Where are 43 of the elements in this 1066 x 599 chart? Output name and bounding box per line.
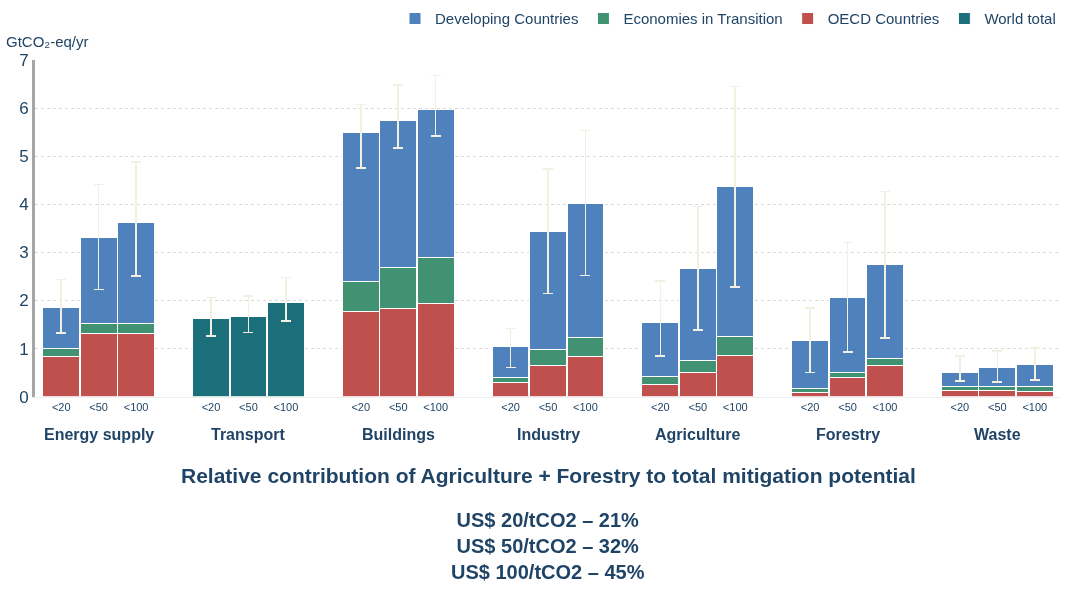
x-tick-label: <100 — [722, 400, 748, 413]
x-tick-label: <20 — [501, 400, 520, 413]
text: Forestry — [816, 426, 881, 443]
x-tick-label: <100 — [573, 400, 598, 413]
y-tick-label: 1 — [19, 339, 29, 359]
legend-label: Economies in Transition — [623, 10, 783, 28]
x-tick-label: <50 — [988, 400, 1007, 413]
x-tick-label: <50 — [89, 400, 108, 413]
y-tick-label: 7 — [19, 50, 29, 70]
y-tick-label: 3 — [19, 243, 29, 263]
text: Relative contribution of Agriculture + Forestry to total mitigation potential — [181, 464, 916, 487]
x-tick-label: <50 — [538, 400, 558, 413]
x-tick-label: <20 — [800, 400, 820, 413]
x-tick-label: <100 — [872, 400, 898, 413]
legend-label: OECD Countries — [827, 10, 940, 28]
y-tick-label: 2 — [19, 291, 29, 311]
y-tick-label: 5 — [19, 147, 29, 167]
text: Industry — [517, 426, 581, 443]
legend-label: Developing Countries — [435, 10, 579, 28]
x-tick-label: <20 — [651, 400, 670, 413]
y-tick-label: 6 — [19, 99, 29, 119]
y-tick-label: 4 — [19, 195, 29, 215]
x-tick-label: <20 — [201, 400, 221, 413]
x-tick-label: <50 — [388, 400, 408, 413]
legend-label: World total — [984, 10, 1056, 28]
x-tick-label: <50 — [239, 400, 258, 413]
x-tick-label: <20 — [950, 400, 970, 413]
x-tick-label: <50 — [838, 400, 857, 413]
y-axis-title: GtCO₂-eq/yr — [6, 33, 89, 50]
text: Energy supply — [44, 426, 155, 443]
text: Waste — [974, 426, 1021, 443]
x-tick-label: <100 — [1022, 400, 1048, 413]
x-tick-label: <100 — [273, 400, 299, 413]
x-tick-label: <20 — [351, 400, 371, 413]
x-tick-label: <50 — [688, 400, 708, 413]
text: Transport — [211, 426, 286, 443]
x-tick-label: <100 — [423, 400, 449, 413]
y-tick-label: 0 — [19, 387, 29, 407]
text: US$ 20/tCO2 – 21% US$ 50/tCO2 – 32% US$ 100/tCO2 – 45% — [451, 509, 645, 583]
text: Buildings — [362, 426, 435, 443]
x-tick-label: <100 — [123, 400, 149, 413]
text: Agriculture — [655, 426, 741, 443]
x-tick-label: <20 — [51, 400, 71, 413]
